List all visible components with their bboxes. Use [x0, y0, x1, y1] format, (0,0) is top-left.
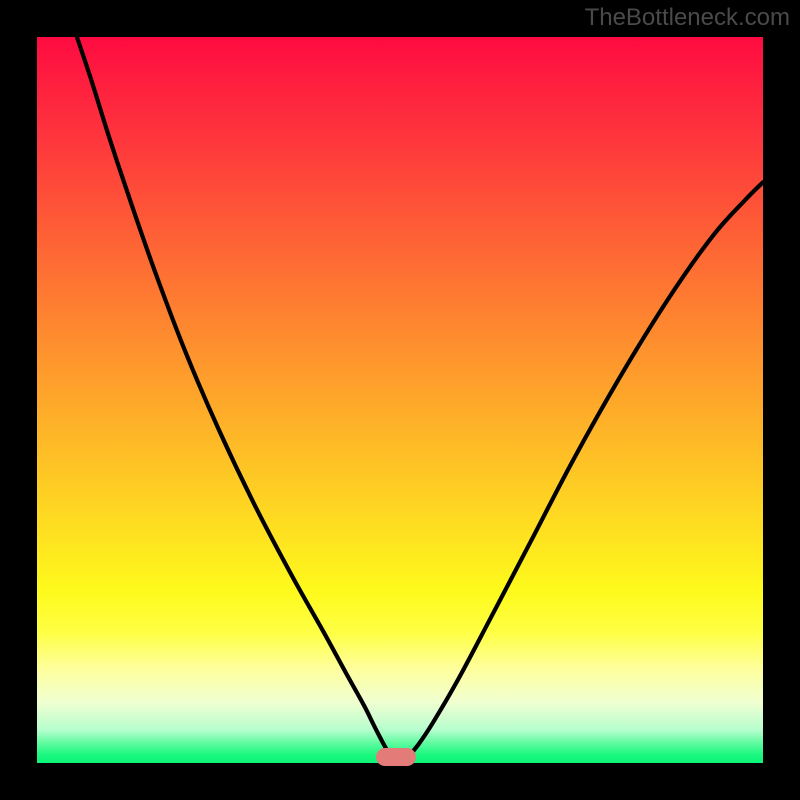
optimum-marker	[376, 748, 416, 766]
chart-frame: TheBottleneck.com	[0, 0, 800, 800]
bottleneck-curve	[37, 37, 763, 763]
bottleneck-curve-path	[77, 37, 763, 761]
watermark-text: TheBottleneck.com	[585, 4, 790, 32]
plot-area	[37, 37, 763, 763]
